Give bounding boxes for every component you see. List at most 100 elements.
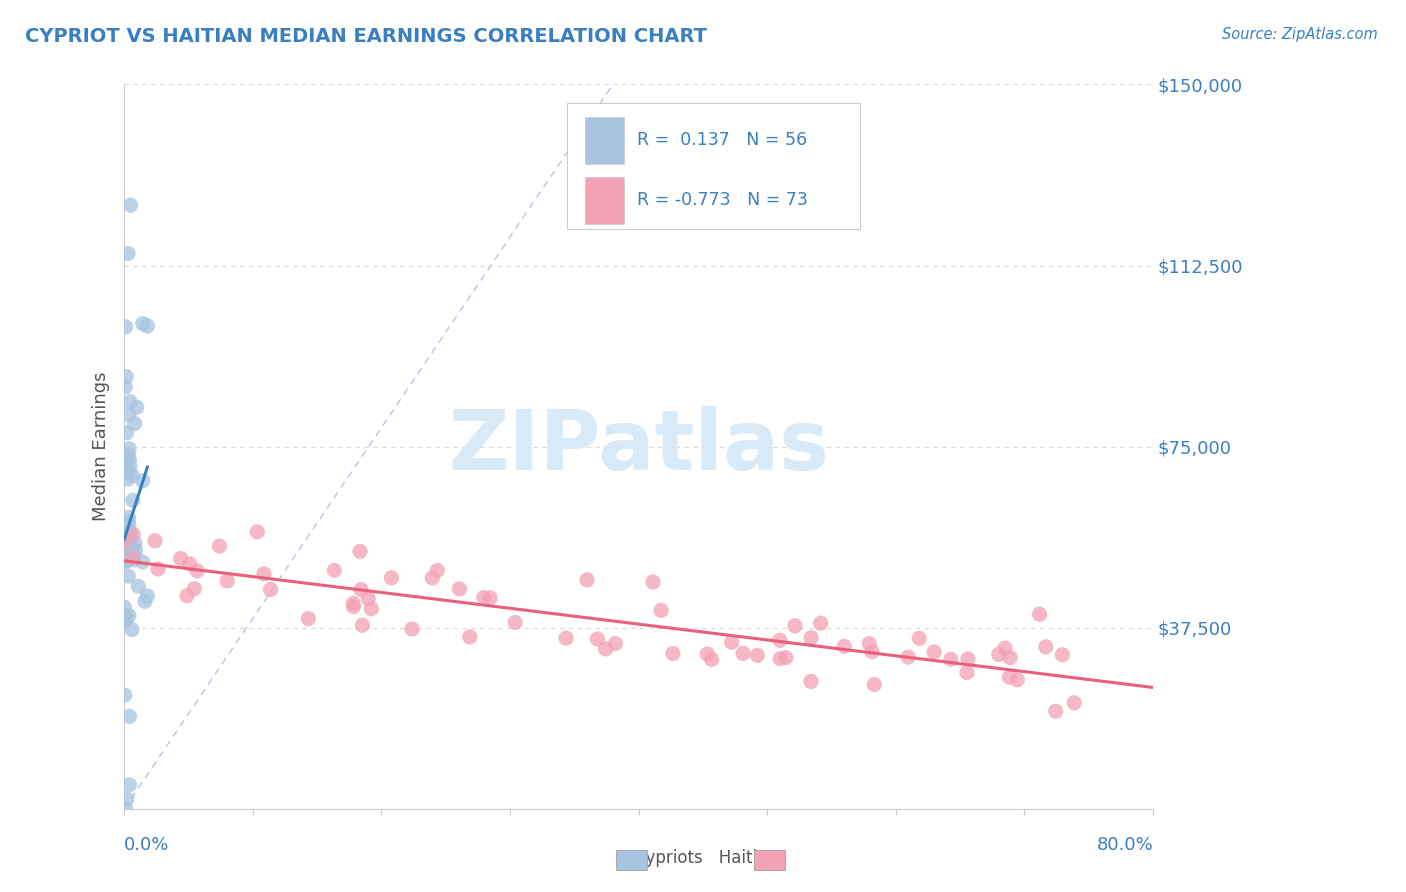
Point [897,650,920,665]
Text: Source: ZipAtlas.com: Source: ZipAtlas.com [1222,27,1378,42]
Point [118,453,141,467]
Point [114,319,136,334]
Point [136,589,159,603]
Point [115,792,138,806]
Point [122,548,145,562]
Point [783,619,806,633]
Point [115,369,138,384]
Point [118,442,141,456]
Point [183,582,205,596]
Point [186,564,208,578]
Point [349,544,371,558]
Point [1035,640,1057,654]
Point [555,631,578,645]
Point [121,550,143,565]
Point [479,591,502,605]
Point [922,645,945,659]
Point [769,633,792,648]
Point [112,600,135,615]
Point [994,641,1017,656]
Point [176,589,198,603]
Point [115,425,138,440]
Bar [585,177,624,224]
Point [297,612,319,626]
Text: ZIPatlas: ZIPatlas [449,406,830,487]
Point [118,608,141,623]
Point [586,632,609,646]
Point [246,524,269,539]
Point [124,536,146,550]
Point [115,611,138,625]
Point [121,468,143,483]
Point [136,318,159,333]
Point [858,636,880,650]
Point [605,637,627,651]
Point [769,651,792,665]
Point [117,569,139,583]
Point [131,555,153,569]
Point [720,635,742,649]
Point [132,317,155,331]
Point [747,648,769,663]
Text: Cypriots: Cypriots [634,849,703,867]
Point [357,591,380,606]
Point [120,526,142,541]
Point [576,573,599,587]
Point [998,650,1021,665]
FancyBboxPatch shape [567,103,860,229]
Point [401,622,423,636]
Point [117,466,139,480]
Point [125,401,148,415]
Point [775,650,797,665]
Text: 80.0%: 80.0% [1097,836,1153,854]
Point [114,688,136,702]
Point [863,677,886,691]
Point [987,648,1010,662]
Point [118,408,141,422]
Point [114,532,136,546]
Point [117,472,139,486]
Point [118,518,141,533]
Point [114,380,136,394]
Point [700,652,723,666]
Point [115,550,138,565]
Point [832,640,855,654]
Point [380,571,402,585]
Point [662,647,685,661]
Bar [585,117,624,164]
Point [134,594,156,608]
Point [118,709,141,723]
Point [350,582,373,597]
Point [122,527,145,541]
Point [112,535,135,549]
Point [650,603,672,617]
Point [352,618,374,632]
Point [120,538,142,552]
Point [998,670,1021,684]
Point [124,543,146,558]
Point [956,665,979,680]
Point [143,533,166,548]
Point [595,641,617,656]
Point [939,652,962,666]
Text: R =  0.137   N = 56: R = 0.137 N = 56 [637,131,807,149]
Point [114,802,136,816]
Point [426,564,449,578]
Point [800,674,823,689]
Point [253,566,276,581]
Text: Haitians: Haitians [703,849,786,867]
Text: R = -0.773   N = 73: R = -0.773 N = 73 [637,192,807,210]
Text: 0.0%: 0.0% [124,836,170,854]
Y-axis label: Median Earnings: Median Earnings [93,372,110,522]
Point [146,562,169,576]
Point [117,510,139,524]
Point [112,614,135,628]
Point [118,459,141,474]
Point [810,616,832,631]
Point [342,599,364,614]
Point [458,630,481,644]
Point [696,647,718,661]
Point [117,514,139,528]
Point [208,539,231,553]
Point [179,557,201,571]
